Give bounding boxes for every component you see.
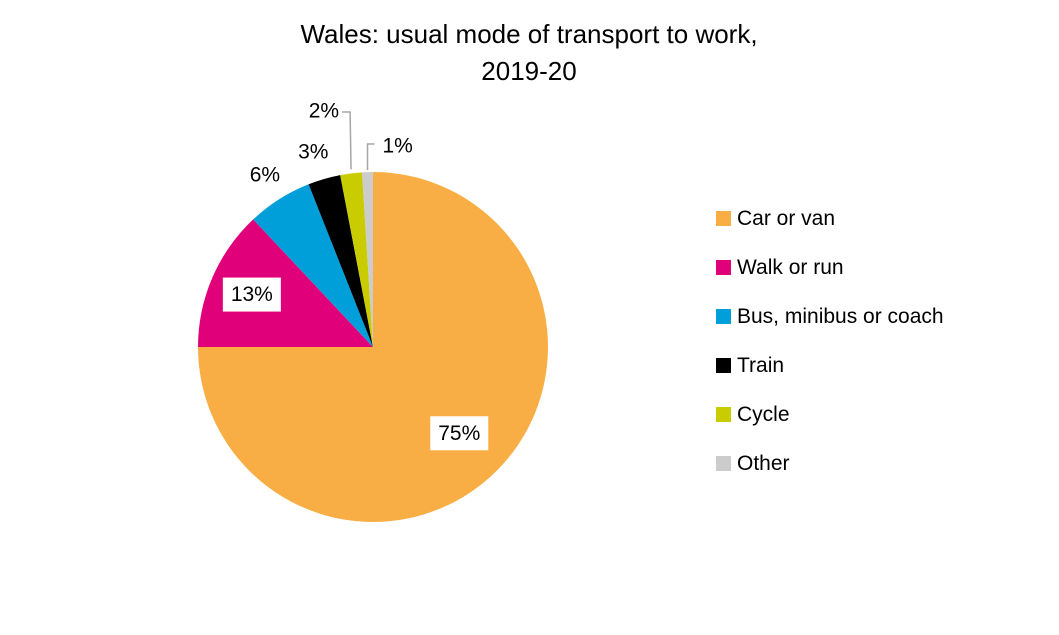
data-label-bus-minibus-or-coach: 6% bbox=[250, 163, 280, 186]
legend-swatch bbox=[716, 211, 731, 226]
legend-label: Train bbox=[737, 353, 785, 377]
data-label-box bbox=[430, 416, 489, 451]
data-label-train: 3% bbox=[298, 140, 328, 163]
data-label-text: 13% bbox=[231, 283, 273, 306]
legend-item-car-or-van: Car or van bbox=[716, 194, 944, 243]
data-label-text: 2% bbox=[309, 100, 339, 123]
legend-item-bus: Bus, minibus or coach bbox=[716, 292, 944, 341]
pie-slice-other bbox=[362, 172, 373, 347]
legend-item-cycle: Cycle bbox=[716, 390, 944, 439]
data-label-other: 1% bbox=[383, 135, 413, 158]
legend-item-walk-or-run: Walk or run bbox=[716, 243, 944, 292]
legend-swatch bbox=[716, 407, 731, 422]
legend-label: Car or van bbox=[737, 206, 836, 230]
legend-swatch bbox=[716, 260, 731, 275]
leader-line-other bbox=[366, 143, 375, 171]
legend-label: Cycle bbox=[737, 402, 790, 426]
pie-slice-bus-minibus-or-coach bbox=[253, 184, 373, 347]
pie-slice-walk-or-run bbox=[198, 219, 373, 347]
data-label-text: 1% bbox=[383, 135, 413, 158]
legend-item-other: Other bbox=[716, 439, 944, 488]
legend-swatch bbox=[716, 456, 731, 471]
legend-label: Other bbox=[737, 451, 790, 475]
data-label-text: 3% bbox=[298, 140, 328, 163]
legend-item-train: Train bbox=[716, 341, 944, 390]
chart-title: Wales: usual mode of transport to work, bbox=[300, 19, 758, 49]
data-label-cycle: 2% bbox=[309, 100, 339, 123]
legend-label: Bus, minibus or coach bbox=[737, 304, 944, 328]
data-label-box bbox=[222, 277, 281, 312]
data-label-walk-or-run: 13% bbox=[222, 277, 281, 312]
chart-legend: Car or van Walk or run Bus, minibus or c… bbox=[716, 194, 944, 488]
chart-subtitle: 2019-20 bbox=[481, 56, 577, 86]
leader-line-cycle bbox=[342, 111, 352, 170]
legend-swatch bbox=[716, 309, 731, 324]
legend-swatch bbox=[716, 358, 731, 373]
data-label-text: 6% bbox=[250, 163, 280, 186]
data-label-car-or-van: 75% bbox=[430, 416, 489, 451]
pie-slice-cycle bbox=[340, 172, 373, 347]
legend-label: Walk or run bbox=[737, 255, 844, 279]
data-label-text: 75% bbox=[438, 422, 480, 445]
pie-slice-train bbox=[308, 175, 373, 347]
